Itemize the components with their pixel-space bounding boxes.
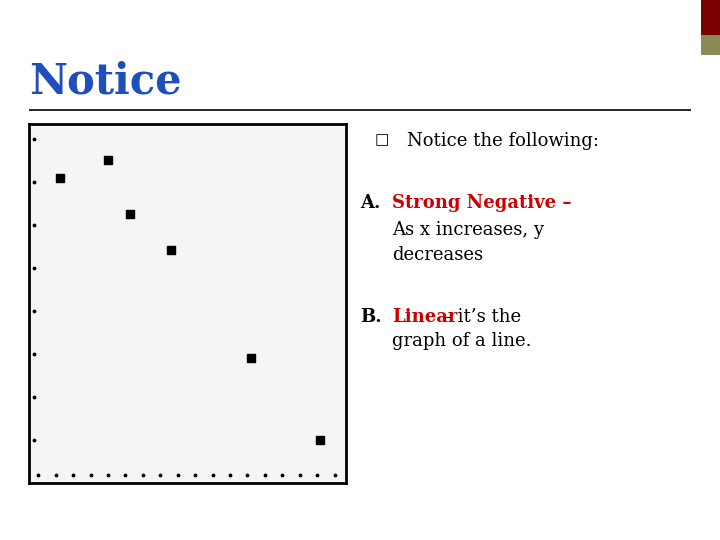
Point <box>315 436 326 444</box>
Text: graph of a line.: graph of a line. <box>392 332 532 350</box>
Text: Linear: Linear <box>392 308 458 326</box>
Text: Notice the following:: Notice the following: <box>407 132 599 150</box>
Text: B.: B. <box>360 308 382 326</box>
Point <box>166 246 177 254</box>
Bar <box>701 0 720 35</box>
Text: Notice: Notice <box>29 60 181 102</box>
Point <box>55 174 66 183</box>
Point <box>102 156 114 164</box>
Point <box>245 353 256 362</box>
Text: A.: A. <box>360 194 380 212</box>
Text: As x increases, y: As x increases, y <box>392 221 544 239</box>
Text: – it’s the: – it’s the <box>443 308 521 326</box>
Bar <box>701 35 720 55</box>
Text: decreases: decreases <box>392 246 484 264</box>
Text: □: □ <box>374 132 389 147</box>
Point <box>125 210 136 218</box>
Text: Strong Negative –: Strong Negative – <box>392 194 572 212</box>
